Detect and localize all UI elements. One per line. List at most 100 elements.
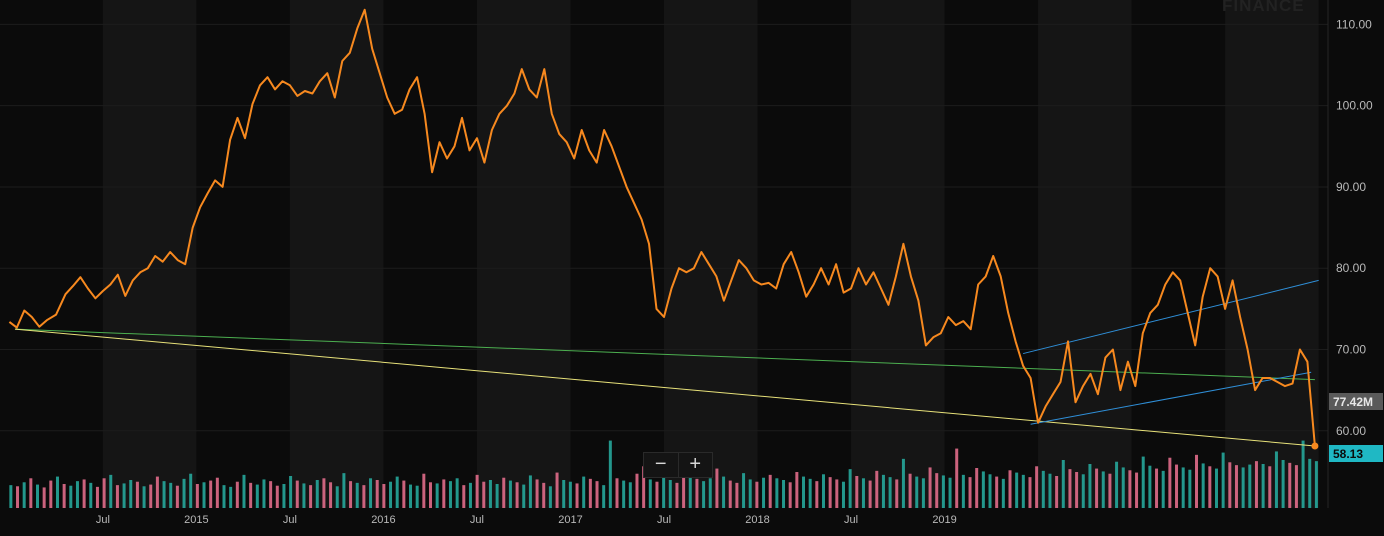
volume-bar <box>988 474 992 508</box>
y-tick-label: 90.00 <box>1336 180 1366 194</box>
x-tick-label: Jul <box>283 514 297 526</box>
volume-bar <box>389 481 393 508</box>
volume-bar <box>1168 457 1172 508</box>
volume-bar <box>688 471 692 508</box>
volume-bar <box>275 485 279 508</box>
volume-bar <box>1075 472 1079 508</box>
volume-bar <box>995 476 999 508</box>
price-badge-bg <box>1329 445 1383 462</box>
volume-bar <box>1248 464 1252 508</box>
volume-bar <box>309 485 313 508</box>
volume-bar <box>848 469 852 508</box>
period-band <box>289 0 384 508</box>
zoom-out-button[interactable]: − <box>644 453 679 477</box>
volume-bar <box>748 479 752 508</box>
y-tick-label: 100.00 <box>1336 99 1373 113</box>
volume-bar <box>455 478 459 508</box>
volume-bar <box>1081 474 1085 508</box>
period-band <box>664 0 758 508</box>
volume-bar <box>1308 458 1312 508</box>
volume-bar <box>508 480 512 508</box>
period-band <box>476 0 571 508</box>
price-series <box>8 8 1319 450</box>
volume-bar <box>169 482 173 508</box>
volume-badge: 77.42M <box>1333 395 1373 409</box>
volume-bar <box>755 481 759 508</box>
volume-bar <box>462 485 466 508</box>
volume-bar <box>242 474 246 508</box>
volume-bar <box>82 479 86 508</box>
volume-badge-bg <box>1329 393 1383 410</box>
trend-line <box>14 328 1315 447</box>
volume-bar <box>1175 464 1179 508</box>
volume-bar <box>935 473 939 508</box>
volume-bar <box>921 478 925 508</box>
volume-bar <box>182 478 186 508</box>
volume-bar <box>802 476 806 508</box>
volume-bar <box>255 484 259 508</box>
volume-bar <box>142 486 146 508</box>
volume-bar <box>1294 465 1298 508</box>
volume-bar <box>1208 466 1212 508</box>
volume-bar <box>1001 478 1005 508</box>
volume-bar <box>229 486 233 508</box>
volume-bar <box>482 481 486 508</box>
volume-bar <box>968 477 972 508</box>
volume-bar <box>1314 461 1318 508</box>
y-tick-label: 80.00 <box>1336 261 1366 275</box>
volume-bar <box>875 470 879 508</box>
volume-bar <box>502 477 506 508</box>
volume-bar <box>369 478 373 508</box>
volume-bar <box>975 468 979 508</box>
period-band <box>851 0 945 508</box>
volume-bar <box>542 482 546 508</box>
x-tick-label: Jul <box>470 514 484 526</box>
volume-bar <box>1088 464 1092 508</box>
volume-bar <box>1261 464 1265 508</box>
trend-line <box>1030 371 1312 425</box>
volume-bar <box>608 440 612 508</box>
volume-bar <box>362 485 366 508</box>
volume-bar <box>1155 468 1159 508</box>
volume-bar <box>582 476 586 508</box>
volume-bar <box>588 478 592 508</box>
volume-bar <box>435 483 439 508</box>
volume-bar <box>548 486 552 508</box>
volume-bar <box>901 458 905 508</box>
volume-bar <box>768 474 772 508</box>
volume-bar <box>655 481 659 508</box>
volume-bar <box>322 478 326 508</box>
volume-bar <box>149 484 153 508</box>
volume-bar <box>209 480 213 508</box>
volume-bar <box>249 482 253 508</box>
volume-bar <box>415 485 419 508</box>
volume-bar <box>861 478 865 508</box>
volume-bar <box>881 474 885 508</box>
volume-bar <box>595 481 599 508</box>
volume-bar <box>708 478 712 508</box>
period-band <box>1225 0 1319 508</box>
volume-bar <box>928 467 932 508</box>
volume-bar <box>175 485 179 508</box>
volume-bar <box>16 486 20 508</box>
volume-bar <box>615 478 619 508</box>
volume-bar <box>662 476 666 508</box>
volume-bar <box>1221 452 1225 508</box>
volume-bar <box>495 484 499 508</box>
volume-bar <box>821 474 825 508</box>
volume-bar <box>668 480 672 508</box>
volume-bar <box>648 479 652 508</box>
zoom-in-button[interactable]: + <box>689 453 702 475</box>
volume-bar <box>302 483 306 508</box>
trend-line <box>1023 279 1319 355</box>
volume-bar <box>628 482 632 508</box>
volume-bar <box>1101 471 1105 508</box>
volume-bar <box>55 476 59 508</box>
volume-bar <box>1288 462 1292 508</box>
volume-bar <box>155 476 159 508</box>
volume-bar <box>422 473 426 508</box>
volume-bar <box>129 480 133 508</box>
volume-bar <box>562 480 566 508</box>
volume-bar <box>1268 466 1272 508</box>
